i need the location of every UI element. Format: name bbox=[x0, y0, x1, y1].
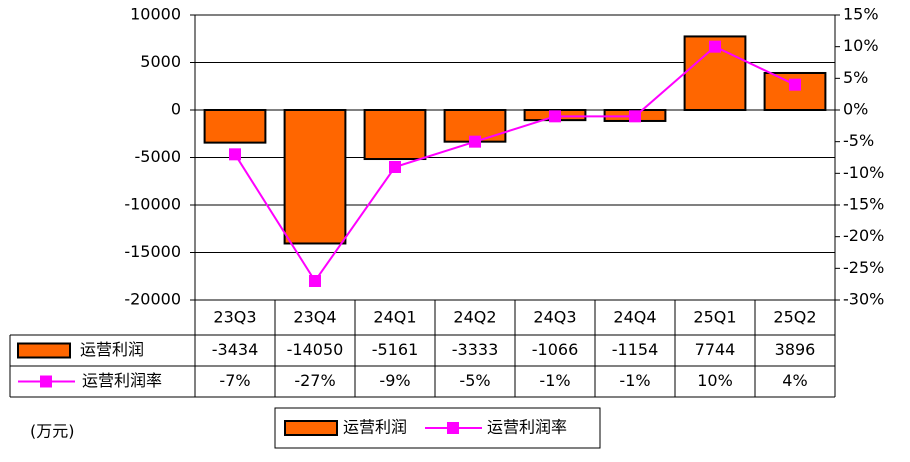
x-tick-label: 24Q1 bbox=[373, 308, 416, 327]
table-value: -27% bbox=[294, 371, 335, 390]
table-value: 4% bbox=[782, 371, 807, 390]
y2-tick-label: -20% bbox=[843, 226, 884, 245]
marker bbox=[389, 161, 401, 173]
marker bbox=[709, 40, 721, 53]
marker bbox=[629, 110, 641, 123]
y-tick-label: 0 bbox=[171, 100, 181, 119]
y2-tick-label: -25% bbox=[843, 258, 884, 277]
y2-tick-label: 5% bbox=[843, 68, 868, 87]
table-value: -9% bbox=[379, 371, 410, 390]
marker bbox=[789, 78, 801, 91]
y2-tick-label: -30% bbox=[843, 290, 884, 309]
marker bbox=[309, 275, 321, 287]
line bbox=[234, 45, 796, 283]
table-series-name: 运营利润率 bbox=[82, 371, 162, 390]
table-series-name: 运营利润 bbox=[80, 340, 144, 359]
y2-tick-label: -10% bbox=[843, 163, 884, 182]
y-tick-label: -15000 bbox=[124, 242, 181, 261]
x-tick-label: 25Q2 bbox=[773, 308, 816, 327]
x-tick-label: 23Q4 bbox=[293, 308, 336, 327]
marker bbox=[469, 135, 481, 148]
table-value: -1066 bbox=[532, 340, 579, 359]
x-tick-label: 24Q3 bbox=[533, 308, 576, 327]
table-value: 10% bbox=[697, 371, 733, 390]
x-tick-label: 24Q2 bbox=[453, 308, 496, 327]
y2-tick-label: 10% bbox=[843, 36, 879, 55]
marker bbox=[229, 148, 241, 161]
table-value: -5161 bbox=[372, 340, 419, 359]
table-value: -5% bbox=[459, 371, 490, 390]
table-value: -1% bbox=[539, 371, 570, 390]
legend-marker bbox=[447, 422, 459, 434]
y2-tick-label: -5% bbox=[843, 131, 874, 150]
x-tick-label: 23Q3 bbox=[213, 308, 256, 327]
bar bbox=[203, 109, 267, 144]
table-value: 3896 bbox=[775, 340, 816, 359]
table-value: -3434 bbox=[212, 340, 259, 359]
legend-marker bbox=[40, 375, 52, 388]
y2-tick-label: 0% bbox=[843, 100, 868, 119]
bar bbox=[763, 71, 827, 111]
y-tick-label: 10000 bbox=[130, 5, 181, 24]
legend-label: 运营利润 bbox=[343, 418, 407, 437]
table-value: -1% bbox=[619, 371, 650, 390]
legend-box bbox=[274, 407, 601, 449]
y2-tick-label: 15% bbox=[843, 5, 879, 24]
table-value: -7% bbox=[219, 371, 250, 390]
y2-tick-label: -15% bbox=[843, 195, 884, 214]
table-value: -3333 bbox=[452, 340, 499, 359]
bar bbox=[363, 109, 427, 161]
table-value: -1154 bbox=[612, 340, 659, 359]
y-tick-label: -20000 bbox=[124, 290, 181, 309]
x-tick-label: 24Q4 bbox=[613, 308, 656, 327]
unit-annotation: (万元) bbox=[30, 422, 75, 441]
table-value: -14050 bbox=[287, 340, 344, 359]
table-value: 7744 bbox=[695, 340, 736, 359]
legend-label: 运营利润率 bbox=[487, 418, 567, 437]
bar bbox=[283, 109, 347, 245]
y-tick-label: -10000 bbox=[124, 195, 181, 214]
legend-swatch bbox=[17, 342, 71, 359]
x-tick-label: 25Q1 bbox=[693, 308, 736, 327]
y-tick-label: 5000 bbox=[140, 52, 181, 71]
y-tick-label: -5000 bbox=[135, 147, 182, 166]
marker bbox=[549, 110, 561, 123]
legend-swatch bbox=[284, 420, 338, 436]
